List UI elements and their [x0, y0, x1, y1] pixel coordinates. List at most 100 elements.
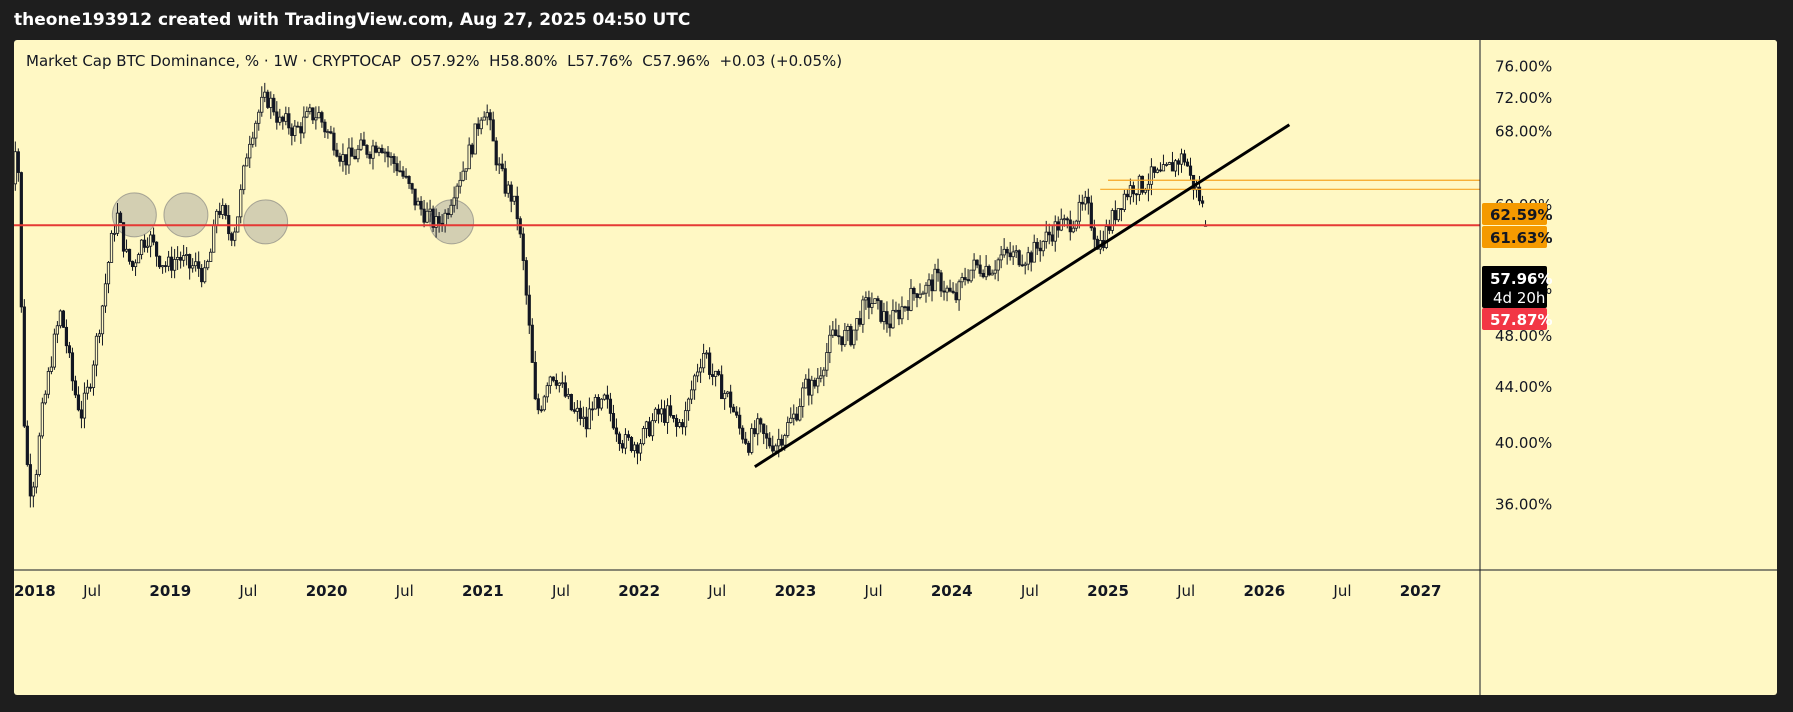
candle-body [981, 273, 985, 278]
candle-body [266, 91, 270, 108]
candle-body [269, 97, 273, 108]
candle-body [662, 408, 667, 423]
candle-body [855, 318, 859, 331]
candle-body [1035, 241, 1039, 249]
price-tick-label: 40.00% [1495, 434, 1552, 452]
candle-body [14, 151, 17, 185]
candle-body [578, 407, 582, 419]
candle-body [106, 262, 111, 285]
candle-body [446, 212, 450, 215]
candle-body [1149, 166, 1154, 185]
candle-body [173, 259, 177, 271]
candle-body [464, 168, 468, 172]
candle-body [620, 443, 625, 449]
candle-body [308, 107, 312, 113]
candle-body [263, 91, 267, 98]
candle-body [1116, 208, 1120, 221]
candle-body [145, 245, 150, 248]
candle-body [518, 218, 522, 235]
candle-body [1110, 210, 1114, 231]
candle-body [398, 170, 402, 173]
candle-body [359, 139, 363, 150]
candle-body [569, 393, 573, 411]
candle-body [1038, 247, 1042, 252]
candle-body [19, 172, 23, 308]
time-tick-label: 2020 [306, 582, 348, 600]
price-badges: 62.59% 61.63% 57.96% 4d 20h 57.87% [1482, 203, 1552, 330]
candle-body [720, 374, 724, 400]
candle-body [434, 216, 438, 228]
candle-body [575, 407, 579, 412]
candle-body [299, 126, 303, 134]
candle-body [407, 176, 411, 184]
time-tick-label: 2019 [149, 582, 191, 600]
candle-body [927, 279, 931, 286]
candle-body [527, 294, 531, 326]
candle-body [867, 297, 871, 308]
candle-body [443, 212, 447, 226]
candle-body [957, 281, 961, 301]
price-chart[interactable]: 76.00%72.00%68.00%60.00%52.00%48.00%44.0… [14, 40, 1777, 695]
candle-body [461, 170, 465, 181]
candle-body [136, 254, 141, 264]
highlight-circle [163, 192, 209, 238]
candle-body [732, 406, 736, 413]
candle-body [963, 277, 967, 280]
candle-body [503, 168, 507, 194]
candle-body [230, 233, 234, 241]
candle-body [560, 382, 564, 385]
price-tick-label: 76.00% [1495, 57, 1552, 75]
candle-body [1041, 240, 1045, 252]
candle-body [160, 265, 165, 268]
candle-body [64, 326, 69, 347]
candle-body [374, 145, 378, 153]
symbol-name[interactable]: Market Cap BTC Dominance, % · 1W · CRYPT… [26, 52, 401, 70]
candle-body [608, 398, 613, 414]
candle-body [164, 265, 168, 267]
candle-body [254, 122, 258, 139]
candle-body [822, 369, 826, 377]
candle-body [311, 107, 315, 121]
candle-body [209, 251, 213, 262]
candle-body [762, 423, 766, 435]
candle-body [296, 125, 300, 128]
candle-body [729, 391, 733, 408]
highlight-circle [243, 199, 289, 245]
candle-body [692, 375, 697, 391]
trendline[interactable] [754, 123, 1291, 469]
candle-body [813, 379, 817, 387]
time-tick-label: Jul [395, 582, 414, 600]
symbol-legend[interactable]: Market Cap BTC Dominance, % · 1W · CRYPT… [26, 52, 842, 70]
candle-body [548, 376, 552, 387]
candle-body [837, 335, 841, 338]
candle-body [783, 435, 787, 446]
candle-body [1122, 193, 1126, 211]
candle-body [524, 260, 528, 296]
candle-body [46, 371, 50, 395]
candle-body [1113, 210, 1117, 221]
candle-body [566, 393, 570, 397]
candle-body [593, 397, 597, 410]
candle-body [1071, 227, 1075, 233]
candle-body [410, 183, 414, 190]
candle-body [599, 398, 604, 409]
candle-body [750, 428, 754, 453]
candle-body [245, 157, 249, 167]
candle-body [590, 408, 594, 411]
time-tick-label: 2027 [1400, 582, 1442, 600]
candle-body [888, 323, 892, 329]
chart-panel[interactable]: 76.00%72.00%68.00%60.00%52.00%48.00%44.0… [14, 40, 1777, 695]
candle-body [1008, 252, 1012, 258]
candle-body [1050, 234, 1054, 242]
candle-body [368, 153, 372, 159]
candle-body [804, 378, 808, 389]
ascending-trendline[interactable] [754, 123, 1291, 469]
candle-body [744, 438, 748, 444]
candle-body [1089, 202, 1093, 229]
candle-body [861, 299, 865, 325]
level-upper-label: 62.59% [1490, 206, 1552, 224]
candle-body [723, 393, 727, 400]
candle-body [831, 329, 835, 336]
time-axis[interactable]: 2018 Jul 2019 Jul 2020 Jul 2021 Jul 2022 Jul 2023 J… [14, 582, 1441, 600]
candle-body [470, 144, 474, 155]
